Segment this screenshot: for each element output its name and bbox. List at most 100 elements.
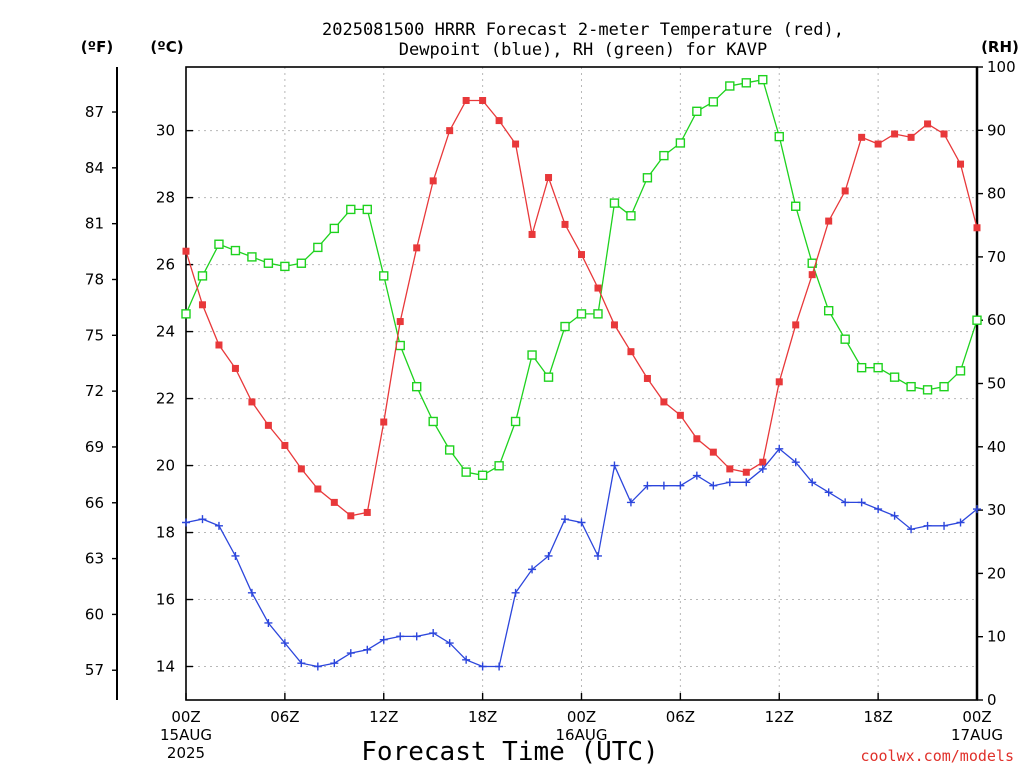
rh-point bbox=[543, 372, 554, 382]
dewpoint-point bbox=[346, 649, 355, 658]
celsius-tick-label: 22 bbox=[156, 390, 175, 408]
temperature-point bbox=[248, 398, 256, 406]
rh-point bbox=[840, 334, 850, 344]
rh-point bbox=[955, 366, 966, 376]
rh-point bbox=[758, 74, 768, 85]
celsius-tick-label: 30 bbox=[156, 122, 175, 140]
rh-tick-label: 80 bbox=[987, 185, 1006, 203]
x-axis-label: Forecast Time (UTC) bbox=[361, 737, 658, 767]
rh-point bbox=[642, 173, 653, 183]
rh-point bbox=[362, 204, 372, 215]
temperature-point bbox=[512, 140, 520, 148]
rh-point bbox=[560, 321, 570, 332]
rh-tick-label: 10 bbox=[987, 628, 1006, 646]
celsius-tick-label: 24 bbox=[156, 323, 175, 341]
temperature-point bbox=[891, 130, 899, 138]
rh-point bbox=[280, 261, 290, 272]
dewpoint-point bbox=[890, 511, 899, 520]
temperature-point bbox=[347, 512, 355, 520]
temperature-point bbox=[363, 508, 371, 516]
fahrenheit-tick-label: 72 bbox=[85, 382, 104, 400]
rh-tick-label: 60 bbox=[987, 311, 1006, 329]
chart-title-line1: 2025081500 HRRR Forecast 2-meter Tempera… bbox=[322, 20, 844, 40]
dewpoint-point bbox=[313, 662, 322, 671]
celsius-tick-label: 26 bbox=[156, 256, 175, 274]
fahrenheit-tick-label: 63 bbox=[85, 550, 104, 568]
temperature-point bbox=[660, 398, 668, 406]
dewpoint-point bbox=[626, 498, 635, 507]
dewpoint-point bbox=[923, 521, 932, 530]
temperature-point bbox=[858, 133, 866, 141]
x-tick-date-label: 15AUG bbox=[160, 726, 212, 744]
dewpoint-point bbox=[973, 505, 981, 514]
rh-point bbox=[708, 97, 719, 107]
x-tick-label: 06Z bbox=[666, 708, 695, 726]
temperature-point bbox=[676, 411, 684, 419]
rh-tick-label: 90 bbox=[987, 121, 1006, 139]
temperature-point bbox=[973, 224, 981, 232]
rh-point bbox=[576, 309, 587, 319]
temperature-point bbox=[643, 374, 651, 382]
rh-point bbox=[379, 271, 389, 281]
rh-point bbox=[230, 245, 241, 256]
rh-point bbox=[197, 271, 208, 281]
plot-frame bbox=[185, 66, 978, 701]
rh-point bbox=[247, 252, 257, 262]
temperature-point bbox=[528, 230, 536, 238]
celsius-tick-label: 28 bbox=[156, 189, 175, 207]
dewpoint-point bbox=[264, 618, 273, 627]
temperature-point bbox=[479, 96, 487, 104]
rh-point bbox=[823, 306, 834, 316]
rh-point bbox=[774, 131, 784, 142]
dewpoint-point bbox=[478, 662, 487, 671]
rh-unit-label: (RH) bbox=[981, 38, 1019, 56]
rh-point bbox=[444, 445, 455, 455]
rh-point bbox=[692, 106, 702, 117]
dewpoint-point bbox=[379, 635, 388, 644]
temperature-point bbox=[462, 96, 470, 104]
temperature-point bbox=[759, 458, 767, 466]
dewpoint-point bbox=[676, 481, 685, 490]
dewpoint-point bbox=[561, 515, 570, 524]
temperature-point bbox=[808, 271, 816, 279]
dewpoint-point bbox=[709, 481, 718, 490]
rh-point bbox=[906, 381, 916, 392]
dewpoint-point bbox=[462, 655, 471, 664]
credit-text: coolwx.com/models bbox=[860, 747, 1014, 765]
dewpoint-point bbox=[610, 461, 619, 470]
dewpoint-point bbox=[593, 551, 602, 560]
dewpoint-point bbox=[280, 639, 289, 648]
celsius-tick-label: 16 bbox=[156, 591, 175, 609]
rh-tick-label: 70 bbox=[987, 248, 1006, 266]
rh-point bbox=[922, 385, 933, 395]
temperature-point bbox=[726, 465, 734, 473]
dewpoint-point bbox=[907, 525, 916, 534]
rh-tick-label: 20 bbox=[987, 564, 1006, 582]
temperature-point bbox=[413, 244, 421, 252]
rh-point bbox=[856, 362, 867, 373]
dewpoint-point bbox=[643, 481, 652, 490]
fahrenheit-tick-label: 69 bbox=[85, 438, 104, 456]
dewpoint-point bbox=[363, 645, 372, 654]
dewpoint-point bbox=[940, 521, 949, 530]
temperature-point bbox=[215, 341, 223, 349]
x-tick-year-label: 2025 bbox=[167, 744, 205, 762]
temperature-point bbox=[940, 130, 948, 138]
temperature-point bbox=[182, 247, 190, 255]
x-tick-date-label: 17AUG bbox=[951, 726, 1003, 744]
rh-tick-label: 0 bbox=[987, 691, 997, 709]
temperature-point bbox=[874, 140, 882, 148]
series-layer bbox=[181, 74, 982, 671]
rh-point bbox=[395, 340, 405, 351]
fahrenheit-tick-label: 84 bbox=[85, 159, 104, 177]
x-tick-label: 00Z bbox=[962, 708, 991, 726]
temperature-point bbox=[446, 127, 454, 135]
x-tick-label: 00Z bbox=[171, 708, 200, 726]
temperature-point bbox=[578, 251, 585, 259]
rh-point bbox=[313, 242, 323, 253]
dewpoint-point bbox=[214, 521, 223, 530]
axes bbox=[112, 66, 983, 701]
temperature-point bbox=[742, 468, 750, 476]
dewpoint-point bbox=[577, 518, 586, 527]
